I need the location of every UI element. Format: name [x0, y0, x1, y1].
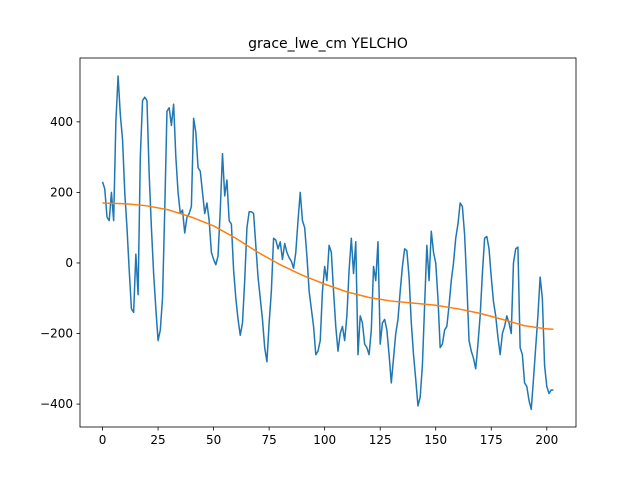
x-tick-label: 100	[313, 433, 336, 447]
x-tick-label: 50	[206, 433, 221, 447]
x-tick-label: 75	[261, 433, 276, 447]
x-tick-label: 0	[99, 433, 107, 447]
x-tick-label: 125	[369, 433, 392, 447]
y-tick-label: 200	[50, 185, 73, 199]
chart-title: grace_lwe_cm YELCHO	[248, 36, 408, 52]
x-tick-label: 150	[424, 433, 447, 447]
y-tick-label: −400	[40, 397, 73, 411]
x-tick-label: 200	[535, 433, 558, 447]
y-tick-label: 400	[50, 115, 73, 129]
data-line	[102, 202, 554, 331]
x-tick-label: 175	[480, 433, 503, 447]
x-tick-label: 25	[150, 433, 165, 447]
y-tick-label: −200	[40, 327, 73, 341]
y-tick-label: 0	[65, 256, 73, 270]
data-line	[101, 75, 554, 411]
axes-frame	[79, 57, 577, 428]
